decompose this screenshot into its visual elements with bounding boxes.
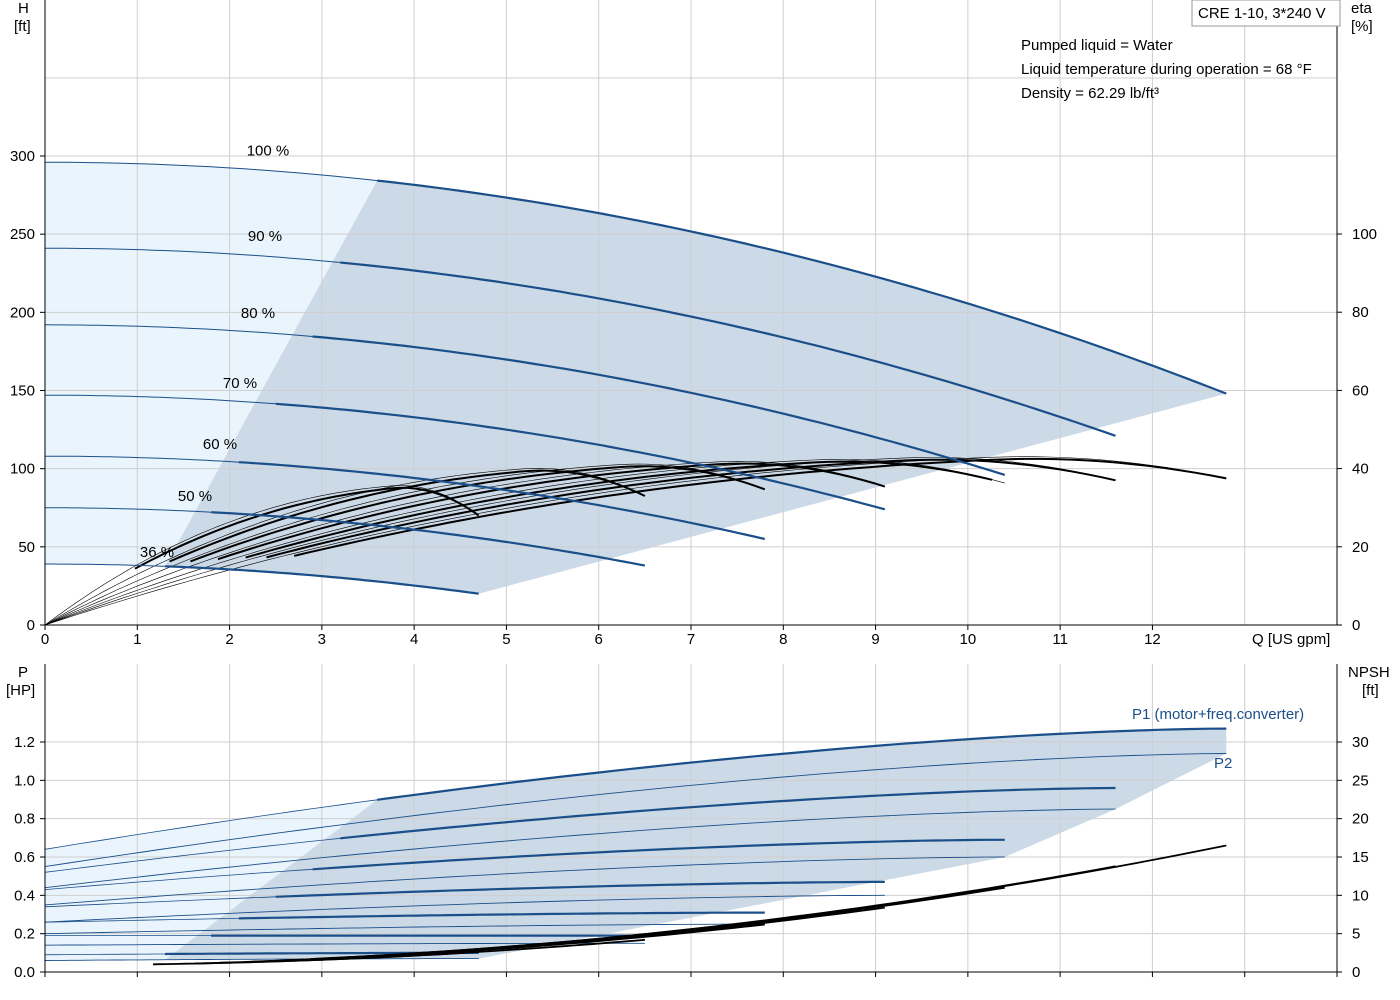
- x-tick-label: 12: [1144, 631, 1161, 648]
- left-tick-label: 1.0: [14, 772, 35, 789]
- top-right-axis-label-2: [%]: [1351, 18, 1373, 35]
- x-tick-label: 6: [595, 631, 603, 648]
- left-tick-label: 0.0: [14, 964, 35, 981]
- x-tick-label: 2: [225, 631, 233, 648]
- right-tick-label: 60: [1352, 382, 1369, 399]
- right-tick-label: 25: [1352, 772, 1369, 789]
- x-tick-label: 9: [871, 631, 879, 648]
- x-tick-label: 1: [133, 631, 141, 648]
- bottom-left-axis-label-1: P: [18, 664, 28, 681]
- speed-label-2: 80 %: [241, 305, 275, 322]
- x-tick-label: 10: [960, 631, 977, 648]
- top-left-axis-label-1: H: [18, 0, 29, 17]
- bottom-right-axis-label-2: [ft]: [1362, 682, 1379, 699]
- x-tick-label: 4: [410, 631, 418, 648]
- right-tick-label: 20: [1352, 539, 1369, 556]
- right-tick-label: 0: [1352, 617, 1360, 634]
- left-tick-label: 250: [10, 226, 35, 243]
- bottom-left-axis-label-2: [HP]: [6, 682, 35, 699]
- right-tick-label: 80: [1352, 304, 1369, 321]
- speed-label-3: 70 %: [223, 375, 257, 392]
- top-operating-area: [45, 162, 1226, 625]
- info-legend: CRE 1-10, 3*240 V Pumped liquid = Water …: [1021, 0, 1340, 102]
- top-right-axis-label-1: eta: [1351, 0, 1373, 17]
- speed-label-6: 36 %: [140, 544, 174, 561]
- speed-label-5: 50 %: [178, 488, 212, 505]
- info-line-liquid: Pumped liquid = Water: [1021, 37, 1173, 54]
- p2-series-label: P2: [1214, 755, 1232, 772]
- info-line-density: Density = 62.29 lb/ft³: [1021, 85, 1159, 102]
- info-line-temperature: Liquid temperature during operation = 68…: [1021, 61, 1312, 78]
- left-tick-label: 200: [10, 304, 35, 321]
- left-tick-label: 100: [10, 461, 35, 478]
- right-tick-label: 0: [1352, 964, 1360, 981]
- speed-label-0: 100 %: [247, 142, 290, 159]
- x-tick-label: 8: [779, 631, 787, 648]
- left-tick-label: 300: [10, 148, 35, 165]
- speed-label-4: 60 %: [203, 436, 237, 453]
- x-tick-label: 7: [687, 631, 695, 648]
- x-tick-label: 0: [41, 631, 49, 648]
- right-tick-label: 20: [1352, 811, 1369, 828]
- left-tick-label: 0.4: [14, 887, 35, 904]
- left-tick-label: 50: [18, 539, 35, 556]
- right-tick-label: 40: [1352, 461, 1369, 478]
- right-tick-label: 100: [1352, 226, 1377, 243]
- top-left-axis-label-2: [ft]: [14, 18, 31, 35]
- right-tick-label: 15: [1352, 849, 1369, 866]
- x-axis-label: Q [US gpm]: [1252, 631, 1330, 648]
- left-tick-label: 0.2: [14, 926, 35, 943]
- operating-area: [165, 729, 1226, 960]
- product-label: CRE 1-10, 3*240 V: [1198, 5, 1326, 22]
- speed-label-1: 90 %: [248, 228, 282, 245]
- p1-series-label: P1 (motor+freq.converter): [1132, 706, 1304, 723]
- left-tick-label: 0: [27, 617, 35, 634]
- left-tick-label: 0.6: [14, 849, 35, 866]
- bottom-operating-area: [45, 729, 1226, 961]
- right-tick-label: 30: [1352, 734, 1369, 751]
- x-tick-label: 3: [318, 631, 326, 648]
- x-tick-label: 5: [502, 631, 510, 648]
- right-tick-label: 5: [1352, 926, 1360, 943]
- bottom-right-axis-label-1: NPSH: [1348, 664, 1390, 681]
- x-tick-label: 11: [1052, 631, 1068, 648]
- right-tick-label: 10: [1352, 887, 1369, 904]
- left-tick-label: 150: [10, 383, 35, 400]
- left-tick-label: 0.8: [14, 811, 35, 828]
- left-tick-label: 1.2: [14, 734, 35, 751]
